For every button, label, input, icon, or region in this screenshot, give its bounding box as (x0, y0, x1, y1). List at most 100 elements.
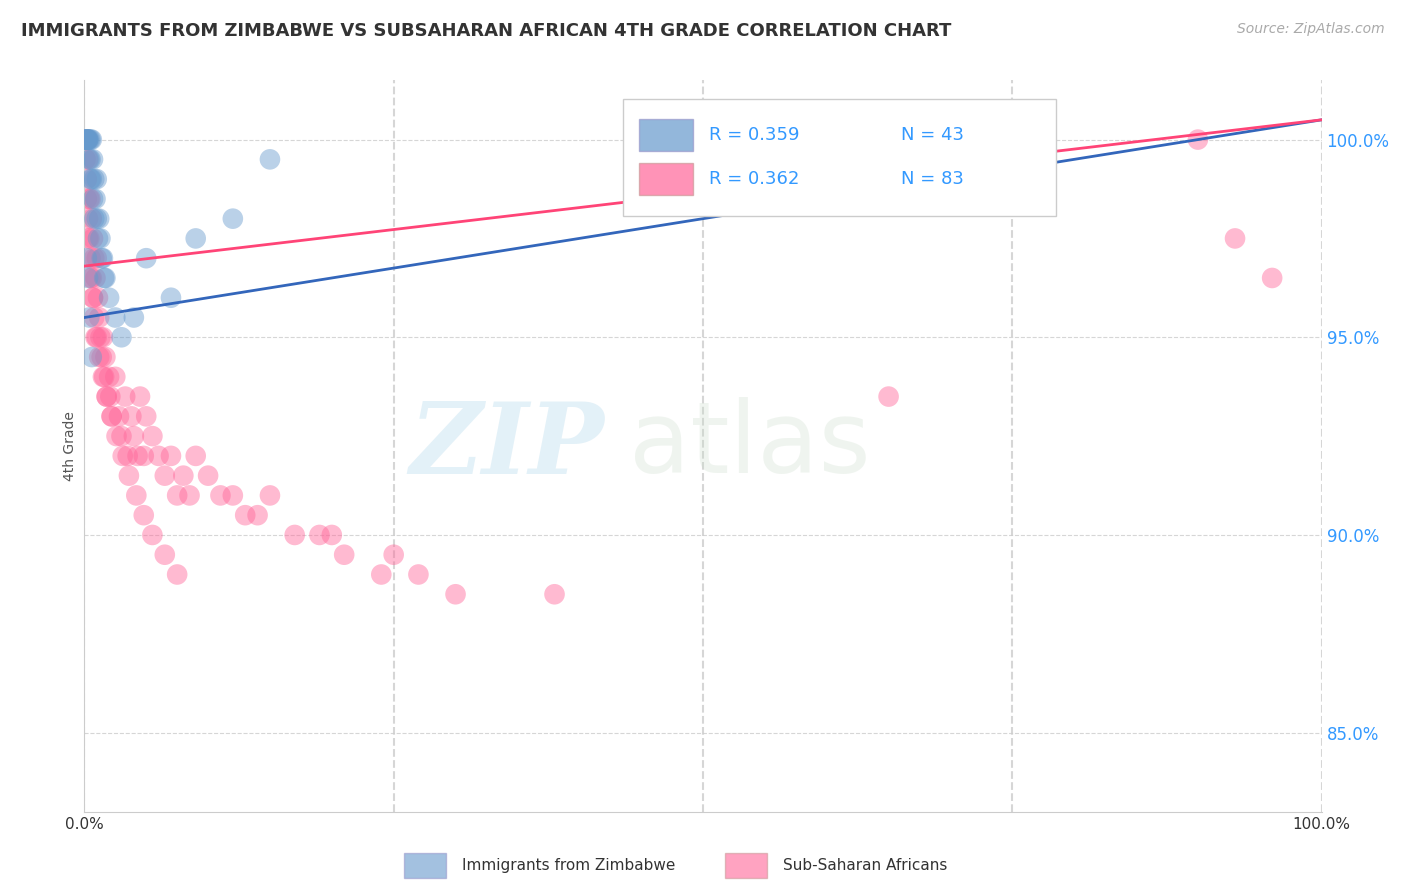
Point (222, 488, 245, 502)
Point (382, 548, 405, 562)
Point (166, 567, 188, 582)
Point (79, 192, 101, 206)
Point (75, 153, 97, 167)
Point (75, 132, 97, 146)
Point (94, 350, 117, 364)
Point (108, 409, 131, 424)
Point (80, 172, 103, 186)
FancyBboxPatch shape (638, 163, 693, 195)
Point (77, 153, 100, 167)
Point (77, 211, 100, 226)
Point (209, 488, 232, 502)
Text: N = 43: N = 43 (901, 126, 965, 145)
Y-axis label: 4th Grade: 4th Grade (63, 411, 77, 481)
Point (184, 231, 207, 245)
Point (120, 409, 142, 424)
Point (77, 132, 100, 146)
Point (82, 291, 104, 305)
Point (89, 231, 111, 245)
Point (111, 449, 134, 463)
Point (86, 172, 108, 186)
Point (370, 567, 392, 582)
Point (79, 192, 101, 206)
Point (1261, 271, 1284, 285)
Text: ZIP: ZIP (409, 398, 605, 494)
Point (96, 390, 118, 404)
Point (91, 251, 114, 265)
Point (83, 310, 105, 325)
Point (93, 271, 115, 285)
Text: Sub-Saharan Africans: Sub-Saharan Africans (783, 857, 948, 872)
Point (233, 508, 256, 523)
Point (89, 211, 111, 226)
Point (333, 548, 356, 562)
Point (77, 271, 100, 285)
Point (89, 330, 111, 344)
Text: R = 0.362: R = 0.362 (709, 170, 800, 188)
Point (1187, 132, 1209, 146)
Point (93, 369, 115, 384)
Point (135, 251, 157, 265)
Point (129, 390, 152, 404)
Point (75, 132, 97, 146)
Point (118, 468, 141, 483)
Point (91, 330, 114, 344)
Point (1223, 231, 1246, 245)
Point (153, 468, 176, 483)
Point (94, 271, 117, 285)
Point (100, 409, 122, 424)
Point (96, 390, 118, 404)
FancyBboxPatch shape (404, 853, 446, 878)
Point (166, 488, 188, 502)
Point (127, 449, 149, 463)
FancyBboxPatch shape (638, 119, 693, 152)
FancyBboxPatch shape (725, 853, 768, 878)
Point (82, 192, 104, 206)
Point (98, 390, 121, 404)
Point (877, 390, 900, 404)
Point (543, 587, 565, 601)
Text: Immigrants from Zimbabwe: Immigrants from Zimbabwe (461, 857, 675, 872)
Point (89, 350, 111, 364)
Point (79, 231, 101, 245)
Point (222, 211, 245, 226)
Point (110, 330, 132, 344)
Point (98, 369, 121, 384)
Point (104, 369, 127, 384)
Point (83, 251, 105, 265)
Point (87, 291, 110, 305)
Point (104, 310, 127, 325)
Point (79, 172, 101, 186)
Point (77, 132, 100, 146)
Point (79, 251, 101, 265)
Point (76, 192, 98, 206)
Point (308, 528, 330, 542)
Text: R = 0.359: R = 0.359 (709, 126, 800, 145)
Point (148, 449, 170, 463)
Point (82, 231, 104, 245)
Point (408, 567, 430, 582)
Point (79, 132, 101, 146)
Point (87, 231, 110, 245)
Point (82, 153, 104, 167)
Point (79, 310, 101, 325)
Point (76, 132, 98, 146)
Point (79, 153, 101, 167)
Point (132, 449, 155, 463)
Point (89, 310, 111, 325)
Point (284, 528, 307, 542)
Point (172, 468, 194, 483)
Point (90, 251, 112, 265)
Point (77, 132, 100, 146)
Point (86, 251, 108, 265)
Point (122, 310, 145, 325)
Point (105, 429, 128, 443)
Point (141, 528, 163, 542)
Point (80, 211, 103, 226)
Point (160, 449, 183, 463)
Point (90, 350, 112, 364)
Text: atlas: atlas (628, 398, 870, 494)
Point (246, 508, 269, 523)
Point (114, 390, 136, 404)
Point (122, 429, 145, 443)
